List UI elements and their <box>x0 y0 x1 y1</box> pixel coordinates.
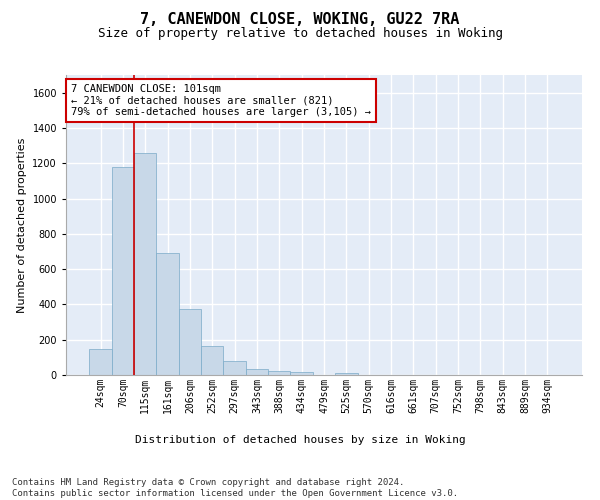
Bar <box>223 361 246 375</box>
Bar <box>112 167 134 375</box>
Text: 7, CANEWDON CLOSE, WOKING, GU22 7RA: 7, CANEWDON CLOSE, WOKING, GU22 7RA <box>140 12 460 28</box>
Text: Distribution of detached houses by size in Woking: Distribution of detached houses by size … <box>134 435 466 445</box>
Bar <box>335 373 358 375</box>
Bar <box>157 253 179 375</box>
Bar <box>134 152 157 375</box>
Bar <box>246 369 268 375</box>
Y-axis label: Number of detached properties: Number of detached properties <box>17 138 27 312</box>
Bar <box>201 346 223 375</box>
Bar <box>290 372 313 375</box>
Bar <box>89 350 112 375</box>
Bar <box>179 309 201 375</box>
Text: Size of property relative to detached houses in Woking: Size of property relative to detached ho… <box>97 28 503 40</box>
Text: Contains HM Land Registry data © Crown copyright and database right 2024.
Contai: Contains HM Land Registry data © Crown c… <box>12 478 458 498</box>
Text: 7 CANEWDON CLOSE: 101sqm
← 21% of detached houses are smaller (821)
79% of semi-: 7 CANEWDON CLOSE: 101sqm ← 21% of detach… <box>71 84 371 117</box>
Bar <box>268 371 290 375</box>
